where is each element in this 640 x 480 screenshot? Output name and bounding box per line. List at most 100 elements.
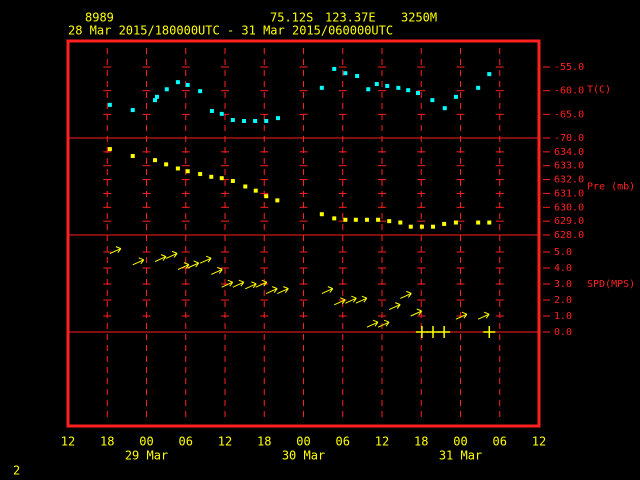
data-point	[431, 224, 436, 229]
page-number: 2	[13, 464, 20, 478]
y-tick-label: 3.0	[554, 279, 572, 290]
y-tick-label: 630.0	[554, 202, 584, 213]
data-point	[130, 154, 135, 159]
elevation: 3250M	[401, 11, 437, 25]
data-point	[107, 147, 112, 152]
y-tick-label: 632.0	[554, 175, 584, 186]
x-tick-label: 12	[61, 435, 75, 449]
date-label: 30 Mar	[282, 449, 325, 463]
x-tick-label: 18	[414, 435, 428, 449]
y-tick-label: -60.0	[554, 86, 584, 97]
data-point	[442, 221, 447, 226]
date-label: 29 Mar	[125, 449, 168, 463]
data-point	[230, 118, 235, 123]
wind-arrow	[277, 286, 289, 295]
data-point	[376, 217, 381, 222]
data-point	[385, 83, 390, 88]
wind-arrow	[366, 319, 379, 328]
x-tick-label: 12	[532, 435, 546, 449]
data-point	[398, 220, 403, 225]
y-tick-label: 4.0	[554, 263, 572, 274]
wind-arrow	[334, 297, 346, 306]
wind-arrow	[388, 302, 401, 311]
longitude: 123.37E	[325, 11, 376, 25]
x-tick-label: 12	[375, 435, 389, 449]
wind-arrow	[410, 308, 423, 317]
y-tick-label: 2.0	[554, 295, 572, 306]
wind-arrow	[255, 279, 268, 288]
data-point	[264, 118, 269, 123]
y-tick-label: 629.0	[554, 216, 584, 227]
data-point	[253, 188, 258, 193]
data-point	[185, 169, 190, 174]
wind-arrow	[266, 286, 278, 295]
x-tick-label: 06	[493, 435, 507, 449]
data-point	[164, 162, 169, 167]
y-tick-label: -55.0	[554, 62, 584, 73]
data-point	[476, 85, 481, 90]
wind-arrow	[377, 319, 390, 328]
data-point	[198, 172, 203, 177]
data-point	[332, 216, 337, 221]
data-point	[353, 217, 358, 222]
data-point	[241, 118, 246, 123]
data-point	[264, 194, 269, 199]
data-point	[153, 158, 158, 163]
data-point	[219, 176, 224, 181]
data-point	[164, 87, 169, 92]
wind-arrow	[400, 290, 412, 299]
wind-arrow	[154, 254, 167, 263]
x-tick-label: 00	[453, 435, 467, 449]
x-tick-label: 18	[100, 435, 114, 449]
data-point	[130, 108, 135, 113]
calm-mark	[415, 326, 428, 338]
data-point	[275, 116, 280, 121]
data-point	[366, 87, 371, 92]
data-point	[319, 85, 324, 90]
wind-arrow	[221, 279, 234, 288]
x-tick-label: 00	[296, 435, 310, 449]
y-tick-label: 631.0	[554, 188, 584, 199]
axis-label: T(C)	[587, 85, 611, 96]
subtitle: 28 Mar 2015/180000UTC - 31 Mar 2015/0600…	[68, 24, 393, 38]
data-point	[415, 91, 420, 96]
data-point	[419, 224, 424, 229]
wind-arrow	[232, 279, 245, 288]
wind-arrow	[199, 255, 212, 264]
data-point	[476, 220, 481, 225]
data-point	[396, 85, 401, 90]
data-point	[343, 217, 348, 222]
data-point	[153, 98, 158, 103]
data-point	[453, 94, 458, 99]
wind-arrow	[109, 246, 122, 255]
x-tick-label: 06	[336, 435, 350, 449]
y-tick-label: 1.0	[554, 311, 572, 322]
frame	[66, 39, 541, 428]
wind-arrow	[165, 250, 178, 259]
calm-mark	[427, 326, 440, 338]
data-point	[209, 174, 214, 179]
latitude: 75.12S	[270, 11, 313, 25]
y-tick-label: 5.0	[554, 247, 572, 258]
x-tick-label: 06	[179, 435, 193, 449]
calm-mark	[483, 326, 496, 338]
data-point	[319, 212, 324, 217]
y-tick-label: 0.0	[554, 327, 572, 338]
wind-arrow	[345, 295, 357, 304]
y-tick-label: 634.0	[554, 147, 584, 158]
data-point	[355, 74, 360, 79]
wind-arrow	[132, 257, 145, 266]
calm-mark	[438, 326, 451, 338]
data-point	[343, 71, 348, 76]
data-point	[408, 224, 413, 229]
data-point	[487, 220, 492, 225]
data-point	[364, 217, 369, 222]
y-tick-label: -65.0	[554, 109, 584, 120]
wind-arrow	[477, 311, 490, 320]
x-tick-label: 00	[139, 435, 153, 449]
data-point	[406, 88, 411, 93]
data-point	[175, 80, 180, 85]
wind-arrow	[177, 262, 190, 271]
data-point	[374, 82, 379, 87]
